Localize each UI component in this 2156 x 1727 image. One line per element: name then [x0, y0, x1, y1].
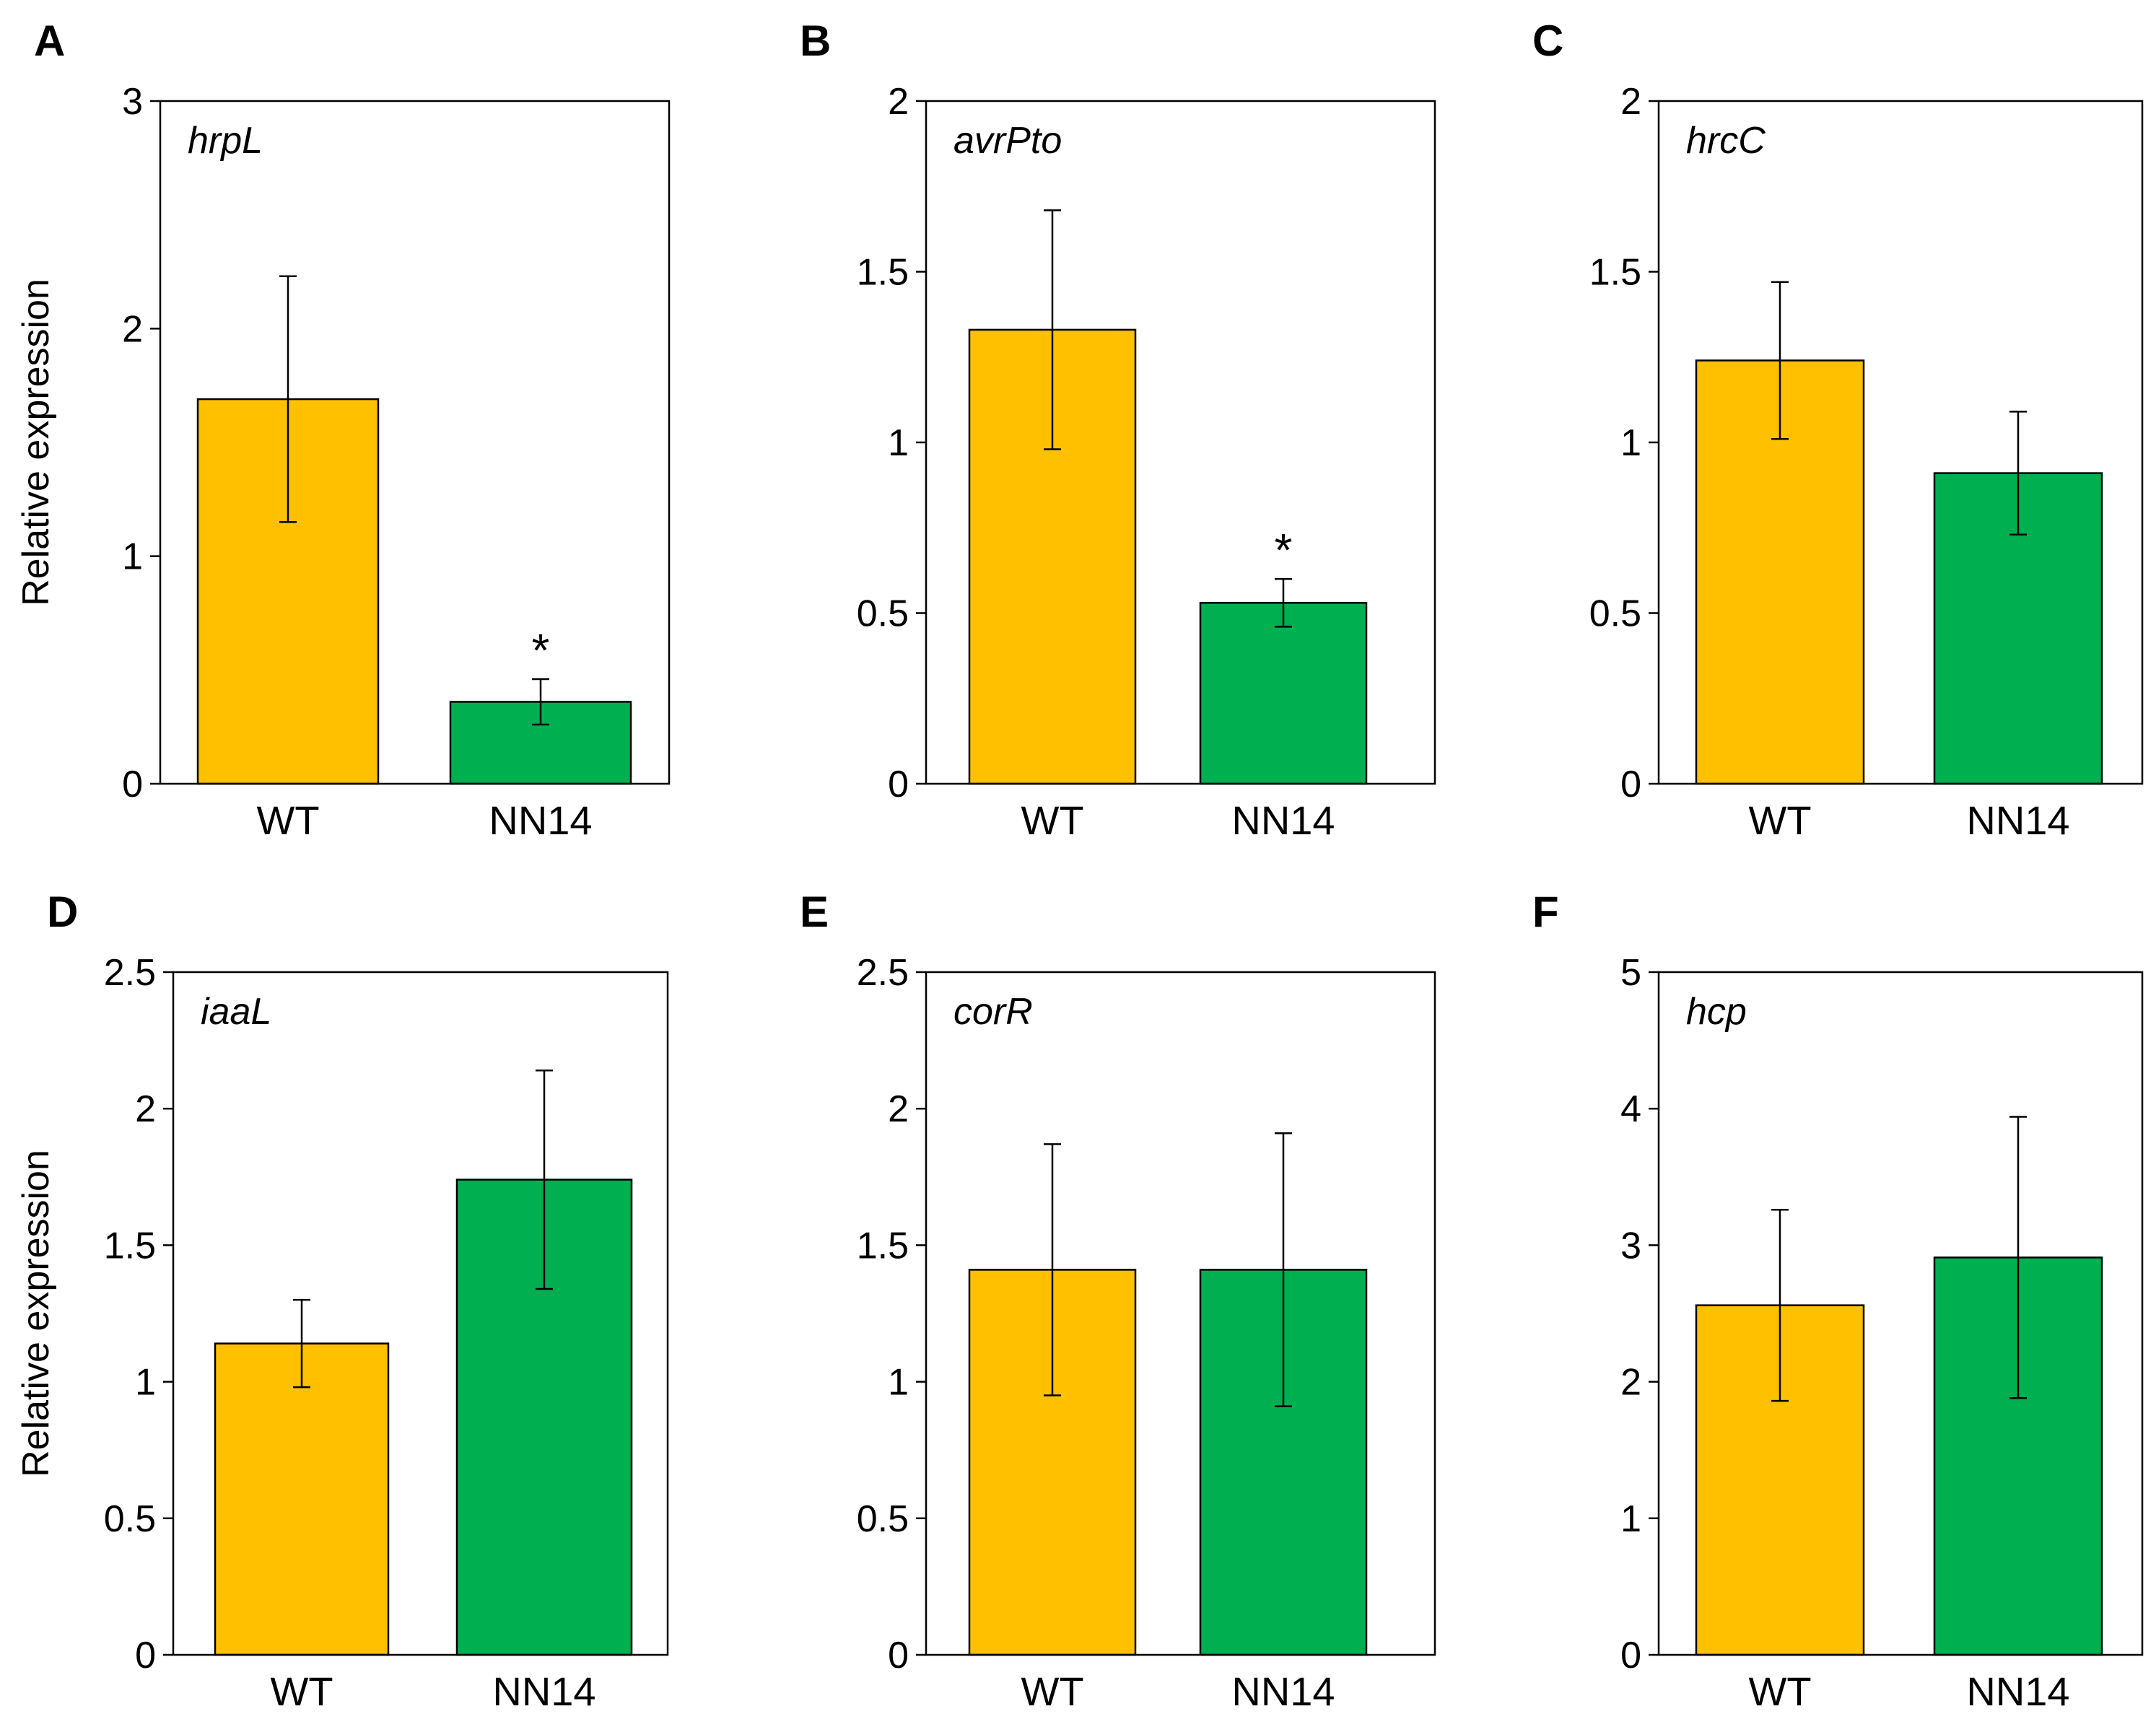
plot-frame [172, 971, 669, 1656]
panel-c: C 0 0.5 1 1.5 2 WT NN14 hrcC [1532, 17, 2144, 843]
y-tick-label: 2 [135, 1088, 156, 1130]
y-tick-label: 3 [1620, 1225, 1641, 1267]
y-tick-label: 1 [122, 536, 143, 578]
y-axis-label: Relative expression [15, 1150, 57, 1477]
panel-letter: B [800, 17, 831, 65]
y-tick-label: 0 [122, 764, 143, 805]
y-tick-label: 1 [1620, 1498, 1641, 1540]
significance-marker: * [532, 624, 550, 676]
gene-label: iaaL [201, 991, 271, 1033]
gene-label: hrcC [1686, 120, 1766, 162]
y-tick-label: 1 [135, 1362, 156, 1404]
x-category-label: WT [1021, 1669, 1083, 1714]
y-tick-label: 2 [1620, 81, 1641, 123]
y-tick-label: 0 [1620, 1635, 1641, 1676]
y-tick-label: 1.5 [104, 1225, 156, 1267]
bar-nn14 [1199, 602, 1368, 785]
y-tick-label: 1 [888, 422, 909, 464]
panel-letter: E [800, 888, 829, 936]
bar-wt [214, 1342, 390, 1656]
panel-letter: C [1532, 17, 1563, 65]
panel-letter: A [34, 17, 65, 65]
y-tick-label: 1 [888, 1362, 909, 1404]
significance-marker: * [1275, 524, 1293, 576]
y-tick-label: 0.5 [857, 1498, 909, 1540]
y-tick-label: 0.5 [857, 593, 909, 635]
y-tick-label: 2.5 [857, 952, 909, 994]
x-category-label: WT [1748, 797, 1811, 843]
panel-a: A Relative expression 0 1 2 3 WT * NN14 hrpL [15, 17, 671, 843]
y-tick-label: 0 [888, 1635, 909, 1676]
y-tick-label: 1.5 [857, 1225, 909, 1267]
panel-d: D Relative expression 0 0.5 1 1.5 2 2.5 WT NN14 ia… [15, 888, 669, 1714]
plot-frame [159, 100, 671, 785]
plot-frame [925, 971, 1436, 1656]
y-tick-label: 5 [1620, 952, 1641, 994]
x-category-label: NN14 [1231, 1669, 1335, 1714]
y-tick-label: 0 [1620, 764, 1641, 805]
y-tick-label: 4 [1620, 1088, 1641, 1130]
y-tick-label: 0 [888, 764, 909, 805]
y-tick-label: 2 [888, 81, 909, 123]
plot-frame [925, 100, 1436, 785]
x-category-label: WT [1748, 1669, 1811, 1714]
y-tick-label: 2 [1620, 1362, 1641, 1404]
x-category-label: WT [1021, 797, 1083, 843]
x-category-label: NN14 [492, 1669, 595, 1714]
gene-label: corR [953, 991, 1033, 1033]
x-category-label: WT [270, 1669, 333, 1714]
gene-label: hrpL [188, 120, 263, 162]
y-axis-label: Relative expression [15, 279, 57, 606]
x-category-label: NN14 [1231, 797, 1335, 843]
x-category-label: NN14 [1966, 797, 2069, 843]
y-tick-label: 1.5 [857, 252, 909, 294]
y-tick-label: 0.5 [104, 1498, 156, 1540]
x-category-label: WT [256, 797, 319, 843]
y-tick-label: 0.5 [1589, 593, 1641, 635]
panel-b: B 0 0.5 1 1.5 2 WT * NN14 avrPto [800, 17, 1436, 843]
y-tick-label: 2.5 [104, 952, 156, 994]
x-category-label: NN14 [489, 797, 592, 843]
panel-letter: D [47, 888, 78, 936]
y-tick-label: 3 [122, 81, 143, 123]
panel-f: F 0 1 2 3 4 5 WT NN14 hcp [1532, 888, 2144, 1714]
plot-frame [1657, 971, 2144, 1656]
panel-e: E 0 0.5 1 1.5 2 2.5 WT NN14 corR [800, 888, 1436, 1714]
y-tick-label: 1 [1620, 422, 1641, 464]
x-category-label: NN14 [1966, 1669, 2069, 1714]
gene-label: hcp [1686, 991, 1747, 1033]
panel-letter: F [1532, 888, 1559, 936]
gene-label: avrPto [953, 120, 1062, 162]
y-tick-label: 2 [888, 1088, 909, 1130]
y-tick-label: 2 [122, 308, 143, 350]
plot-frame [1657, 100, 2144, 785]
y-tick-label: 0 [135, 1635, 156, 1676]
y-tick-label: 1.5 [1589, 252, 1641, 294]
